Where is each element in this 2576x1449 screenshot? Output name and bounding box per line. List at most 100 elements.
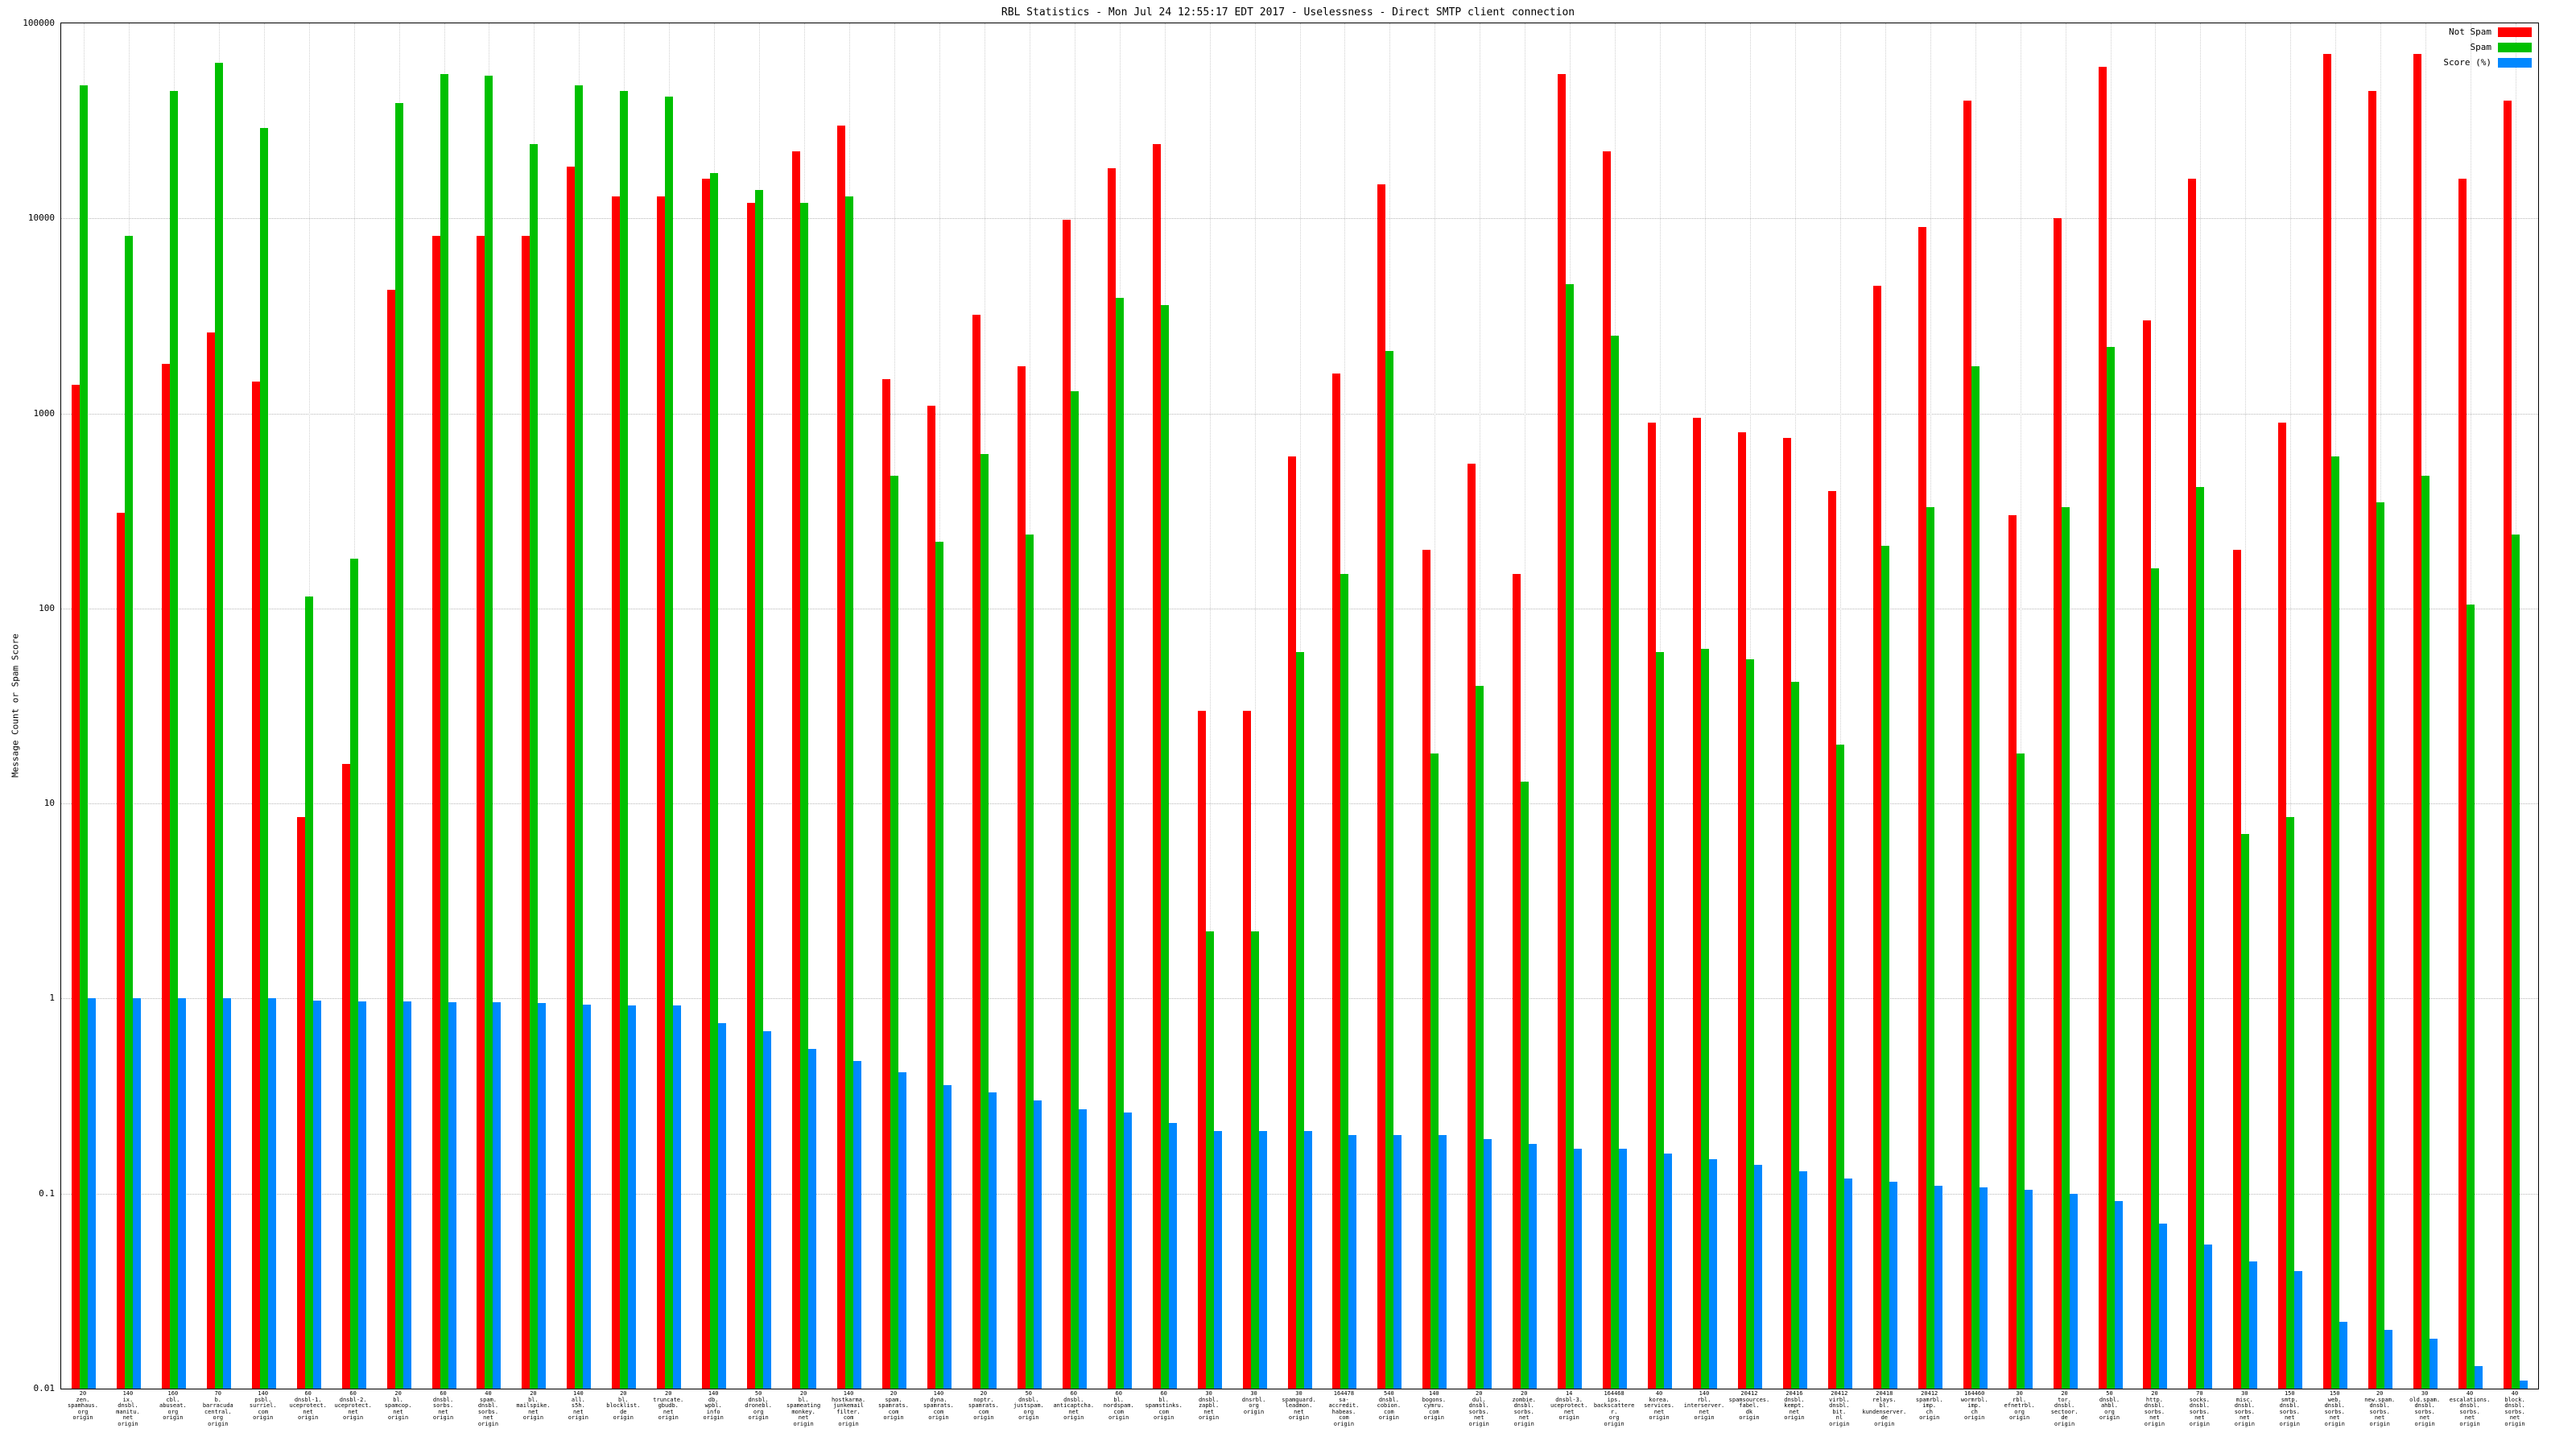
v-gridline (1209, 23, 1211, 1389)
x-tick-label: 70 b. barracuda central. org origin (202, 1390, 233, 1427)
bar-spam (2467, 604, 2475, 1389)
bar-spam (2376, 502, 2385, 1389)
bar-not-spam (1963, 101, 1971, 1389)
y-tick-label: 10 (43, 798, 55, 809)
bar-spam (2016, 753, 2025, 1389)
bar-not-spam (1107, 168, 1116, 1389)
bar-not-spam (1197, 710, 1206, 1389)
bar-spam (259, 128, 268, 1389)
bar-not-spam (296, 817, 305, 1389)
bar-score (718, 1022, 727, 1389)
bar-not-spam (2368, 91, 2377, 1389)
x-tick-label: 140 rbl. interserver. net origin (1683, 1390, 1725, 1421)
bar-spam (2106, 346, 2115, 1389)
bar-score (2159, 1224, 2168, 1389)
bar-spam (1160, 304, 1169, 1389)
bar-spam (1566, 284, 1575, 1389)
x-tick-label: 60 dnsbl. sorbs. net origin (432, 1390, 454, 1421)
bar-spam (1835, 745, 1844, 1389)
bar-spam (169, 91, 178, 1389)
bar-not-spam (2458, 178, 2467, 1389)
bar-spam (1385, 350, 1394, 1389)
bar-spam (1070, 390, 1079, 1389)
bar-spam (79, 85, 88, 1389)
bar-score (493, 1001, 502, 1389)
x-tick-label: 20 http. dnsbl. sorbs. net origin (2144, 1390, 2165, 1427)
x-tick-label: 20 dul. dnsbl. sorbs. net origin (1468, 1390, 1489, 1427)
bar-spam (485, 75, 493, 1389)
bar-spam (1745, 658, 1754, 1389)
y-tick-label: 100000 (23, 18, 55, 28)
bar-not-spam (71, 385, 80, 1389)
legend-swatch (2498, 43, 2532, 52)
bar-spam (755, 189, 764, 1389)
bar-not-spam (431, 236, 440, 1389)
bar-not-spam (1648, 422, 1657, 1389)
x-tick-label: 164460 wormrbl. imp. ch origin (1960, 1390, 1988, 1421)
x-tick-label: 40 escalations. dnsbl. sorbs. net origin (2449, 1390, 2491, 1427)
bar-not-spam (2143, 320, 2152, 1389)
x-tick-label: 20418 relays. bl. kundenserver. de origi… (1862, 1390, 1907, 1427)
bar-spam (1115, 298, 1124, 1389)
bar-spam (124, 236, 133, 1389)
bar-not-spam (1287, 456, 1296, 1389)
v-gridline (1254, 23, 1256, 1389)
bar-not-spam (341, 763, 350, 1389)
bar-spam (2512, 534, 2520, 1389)
x-tick-label: 150 smtp. dnsbl. sorbs. net origin (2279, 1390, 2300, 1427)
bar-not-spam (2098, 66, 2107, 1389)
bar-score (357, 1001, 366, 1389)
bar-spam (2241, 833, 2250, 1389)
legend-item: Spam (2470, 42, 2532, 52)
v-gridline (1839, 23, 1841, 1389)
x-tick-label: 164478 sa- accredit. habeas. com origin (1328, 1390, 1360, 1427)
bar-spam (935, 541, 943, 1389)
x-tick-label: 30 dnsbl. zapbl. net origin (1198, 1390, 1220, 1421)
bar-score (538, 1002, 547, 1389)
bar-score (1393, 1134, 1402, 1389)
bar-spam (1880, 545, 1889, 1389)
bar-score (448, 1001, 456, 1389)
bar-spam (349, 559, 358, 1389)
x-tick-label: 20412 virbl. dnsbl. bit. nl origin (1829, 1390, 1850, 1427)
bar-score (763, 1031, 772, 1389)
bar-spam (1656, 651, 1665, 1389)
x-tick-label: 60 bl. nordspam. com origin (1103, 1390, 1134, 1421)
bar-spam (1701, 649, 1709, 1389)
bar-not-spam (1377, 184, 1386, 1389)
x-tick-label: 160 cbl. abuseat. org origin (159, 1390, 187, 1421)
legend-label: Spam (2470, 42, 2492, 52)
bar-not-spam (2053, 218, 2062, 1389)
bar-not-spam (1737, 432, 1746, 1389)
y-axis-label: Message Count or Spam Score (10, 634, 21, 778)
x-tick-label: 30 dnsrbl. org origin (1241, 1390, 1266, 1415)
bar-not-spam (1693, 417, 1701, 1389)
bar-spam (710, 173, 719, 1389)
bar-score (1078, 1109, 1087, 1389)
bar-score (2384, 1330, 2393, 1389)
legend: Not Spam Spam Score (%) (2443, 27, 2532, 68)
bar-score (1798, 1171, 1807, 1389)
bar-score (2204, 1244, 2213, 1389)
bar-score (2475, 1366, 2483, 1389)
x-tick-label: 14 dnsbl-3. uceprotect. net origin (1550, 1390, 1588, 1421)
bar-not-spam (251, 382, 260, 1389)
bar-not-spam (567, 166, 576, 1389)
bar-spam (1521, 781, 1530, 1389)
bar-not-spam (1152, 144, 1161, 1389)
bar-score (2339, 1322, 2348, 1389)
chart-title: RBL Statistics - Mon Jul 24 12:55:17 EDT… (1001, 6, 1575, 19)
y-tick-label: 1000 (33, 407, 56, 419)
bar-score (2069, 1193, 2078, 1389)
bar-spam (2061, 507, 2070, 1389)
x-tick-label: 60 dnsbl-2. uceprotect. net origin (334, 1390, 372, 1421)
bar-score (943, 1084, 952, 1389)
x-tick-label: 140 all. s5h. net origin (568, 1390, 588, 1421)
bar-not-spam (1827, 491, 1836, 1389)
x-tick-label: 30 misc. dnsbl. sorbs. net origin (2234, 1390, 2255, 1427)
bar-score (1753, 1165, 1762, 1389)
bar-not-spam (116, 512, 125, 1389)
bar-score (267, 998, 276, 1389)
x-tick-label: 20 noptr. spamrats. com origin (968, 1390, 999, 1421)
bar-not-spam (1558, 73, 1567, 1389)
